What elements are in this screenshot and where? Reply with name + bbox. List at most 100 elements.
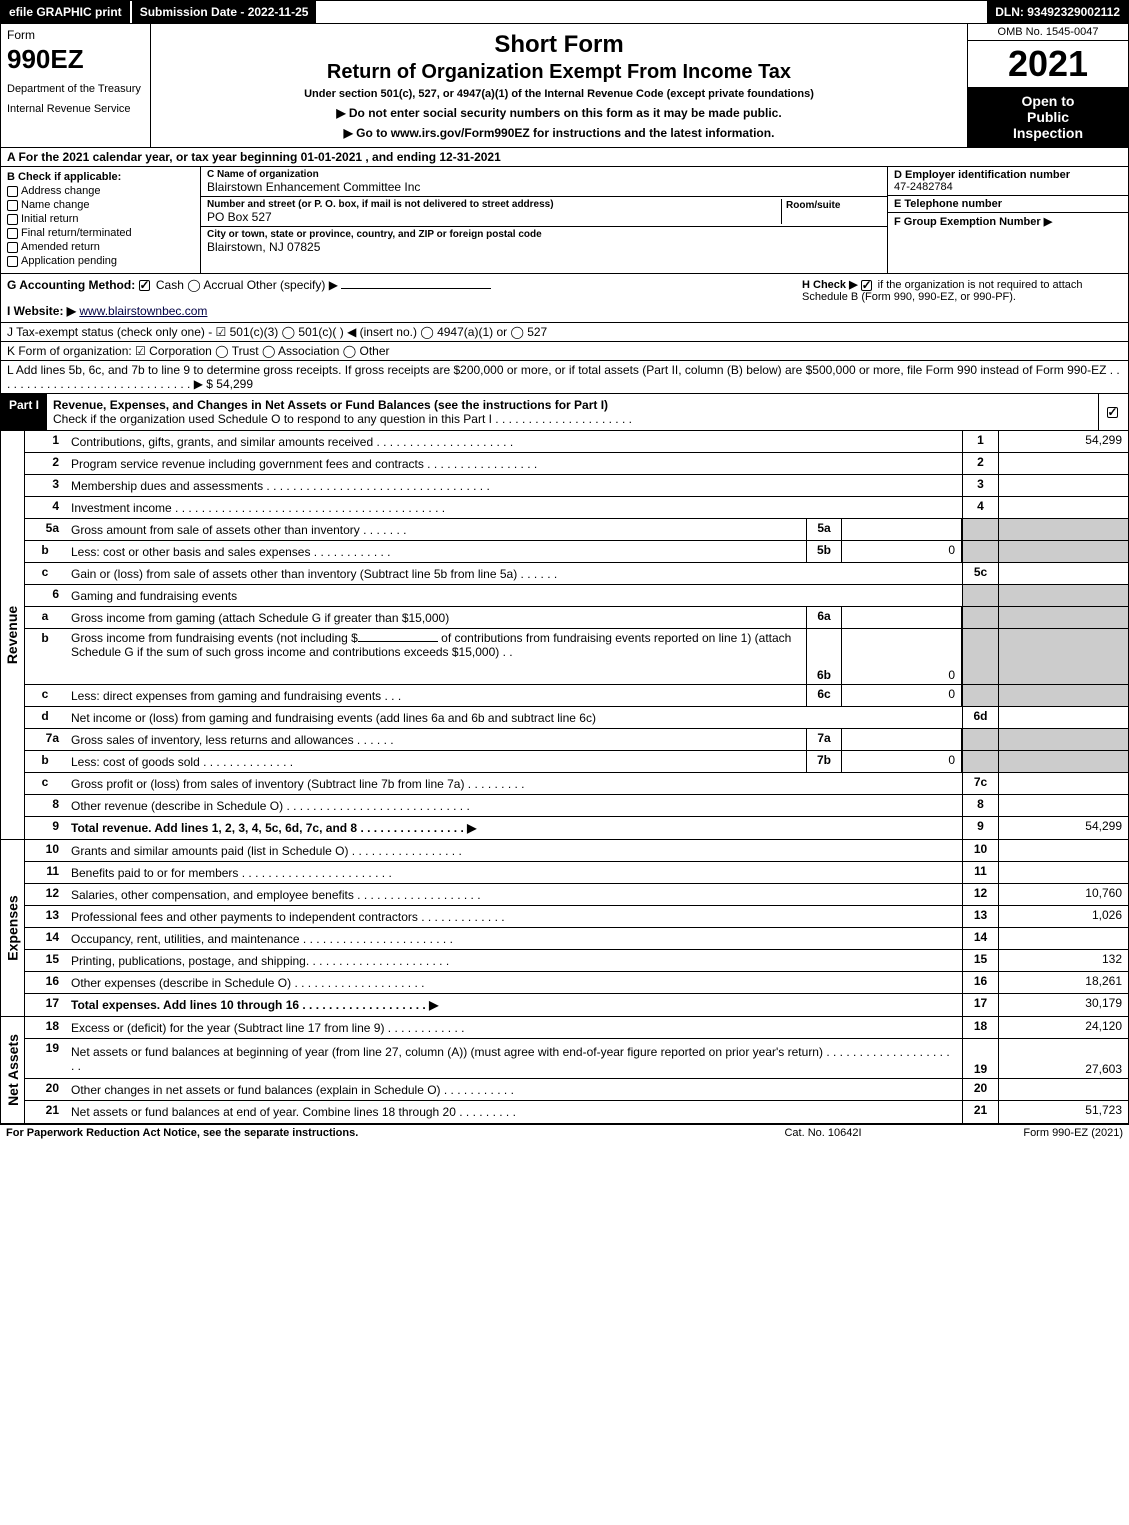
l17-rv: 30,179	[998, 994, 1128, 1016]
chk-application-pending[interactable]	[7, 256, 18, 267]
chk-amended[interactable]	[7, 242, 18, 253]
l5c-rn: 5c	[962, 563, 998, 584]
l6c-desc: Less: direct expenses from gaming and fu…	[65, 685, 806, 706]
l5a-rn	[962, 519, 998, 540]
l21-rn: 21	[962, 1101, 998, 1123]
inspection-line1: Open to	[970, 93, 1126, 109]
topbar-spacer	[318, 1, 987, 23]
omb-number: OMB No. 1545-0047	[968, 24, 1128, 41]
l11-rn: 11	[962, 862, 998, 883]
l11-desc: Benefits paid to or for members . . . . …	[65, 862, 962, 883]
l9-rn: 9	[962, 817, 998, 839]
website-link[interactable]: www.blairstownbec.com	[79, 304, 207, 318]
l6b-desc: Gross income from fundraising events (no…	[65, 629, 806, 684]
lbl-address-change: Address change	[21, 185, 101, 197]
l7c-rv	[998, 773, 1128, 794]
l12-rv: 10,760	[998, 884, 1128, 905]
goto-link[interactable]: ▶ Go to www.irs.gov/Form990EZ for instru…	[157, 126, 961, 140]
l20-num: 20	[25, 1079, 65, 1100]
l19-desc: Net assets or fund balances at beginning…	[65, 1039, 962, 1078]
l14-rn: 14	[962, 928, 998, 949]
part-i-check[interactable]	[1098, 394, 1128, 430]
tax-year: 2021	[968, 41, 1128, 87]
l19-rv: 27,603	[998, 1039, 1128, 1078]
l14-desc: Occupancy, rent, utilities, and maintena…	[65, 928, 962, 949]
inspection-line3: Inspection	[970, 125, 1126, 141]
row-a-calendar-year: A For the 2021 calendar year, or tax yea…	[0, 148, 1129, 167]
l16-desc: Other expenses (describe in Schedule O) …	[65, 972, 962, 993]
l1-desc: Contributions, gifts, grants, and simila…	[65, 431, 962, 452]
part-i-badge: Part I	[1, 394, 47, 430]
lbl-final-return: Final return/terminated	[21, 227, 132, 239]
org-name: Blairstown Enhancement Committee Inc	[207, 180, 881, 194]
l12-num: 12	[25, 884, 65, 905]
side-revenue: Revenue	[1, 431, 25, 839]
l3-desc: Membership dues and assessments . . . . …	[65, 475, 962, 496]
website-label: I Website: ▶	[7, 304, 76, 318]
chk-final-return[interactable]	[7, 228, 18, 239]
l5b-rv	[998, 541, 1128, 562]
l3-rn: 3	[962, 475, 998, 496]
l5c-rv	[998, 563, 1128, 584]
l6d-desc: Net income or (loss) from gaming and fun…	[65, 707, 962, 728]
col-b-label: B Check if applicable:	[7, 171, 194, 183]
l6b-mv: 0	[842, 629, 962, 684]
inspection-badge: Open to Public Inspection	[968, 87, 1128, 147]
row-g-accounting: G Accounting Method: Cash ◯ Accrual Othe…	[0, 274, 1129, 323]
street: PO Box 527	[207, 210, 781, 224]
l13-rv: 1,026	[998, 906, 1128, 927]
l18-num: 18	[25, 1017, 65, 1038]
l7a-mn: 7a	[806, 729, 842, 750]
dept-irs: Internal Revenue Service	[7, 103, 144, 115]
chk-name-change[interactable]	[7, 200, 18, 211]
l10-rn: 10	[962, 840, 998, 861]
part-i-header-row: Part I Revenue, Expenses, and Changes in…	[0, 394, 1129, 431]
chk-cash[interactable]	[139, 280, 150, 291]
efile-print[interactable]: efile GRAPHIC print	[1, 1, 130, 23]
row-l-text: L Add lines 5b, 6c, and 7b to line 9 to …	[7, 363, 1120, 391]
l6b-rn	[962, 629, 998, 684]
form-label: Form	[7, 28, 144, 42]
chk-h[interactable]	[861, 280, 872, 291]
l15-rv: 132	[998, 950, 1128, 971]
l5b-mn: 5b	[806, 541, 842, 562]
chk-initial-return[interactable]	[7, 214, 18, 225]
short-form-title: Short Form	[157, 31, 961, 59]
dln: DLN: 93492329002112	[987, 1, 1128, 23]
l8-rv	[998, 795, 1128, 816]
revenue-section: Revenue 1Contributions, gifts, grants, a…	[0, 431, 1129, 840]
group-exemption-label: F Group Exemption Number ▶	[894, 216, 1052, 228]
l21-desc: Net assets or fund balances at end of ye…	[65, 1101, 962, 1123]
l6a-mv	[842, 607, 962, 628]
l16-rn: 16	[962, 972, 998, 993]
form-header: Form 990EZ Department of the Treasury In…	[0, 24, 1129, 148]
l14-rv	[998, 928, 1128, 949]
page-footer: For Paperwork Reduction Act Notice, see …	[0, 1124, 1129, 1141]
chk-address-change[interactable]	[7, 186, 18, 197]
l4-desc: Investment income . . . . . . . . . . . …	[65, 497, 962, 518]
l6c-rv	[998, 685, 1128, 706]
lbl-amended: Amended return	[21, 241, 100, 253]
l20-rn: 20	[962, 1079, 998, 1100]
l9-desc: Total revenue. Add lines 1, 2, 3, 4, 5c,…	[65, 817, 962, 839]
l4-rn: 4	[962, 497, 998, 518]
lbl-initial-return: Initial return	[21, 213, 78, 225]
col-d-ids: D Employer identification number 47-2482…	[888, 167, 1128, 273]
l13-rn: 13	[962, 906, 998, 927]
l12-desc: Salaries, other compensation, and employ…	[65, 884, 962, 905]
l21-rv: 51,723	[998, 1101, 1128, 1123]
l6-num: 6	[25, 585, 65, 606]
l5a-num: 5a	[25, 519, 65, 540]
org-name-label: C Name of organization	[207, 169, 881, 180]
l6b-num: b	[25, 629, 65, 684]
l19-num: 19	[25, 1039, 65, 1078]
netassets-section: Net Assets 18Excess or (deficit) for the…	[0, 1017, 1129, 1124]
l16-rv: 18,261	[998, 972, 1128, 993]
row-j-tax-exempt: J Tax-exempt status (check only one) - ☑…	[0, 323, 1129, 342]
footer-catno: Cat. No. 10642I	[723, 1127, 923, 1139]
l6d-num: d	[25, 707, 65, 728]
l5a-desc: Gross amount from sale of assets other t…	[65, 519, 806, 540]
l7b-desc: Less: cost of goods sold . . . . . . . .…	[65, 751, 806, 772]
l17-num: 17	[25, 994, 65, 1016]
l1-num: 1	[25, 431, 65, 452]
